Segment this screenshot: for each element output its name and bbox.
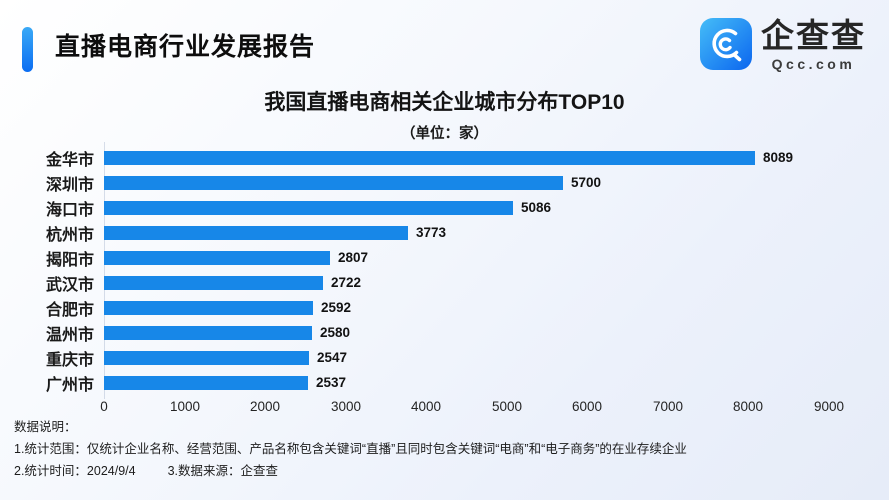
footnote-source: 3.数据来源：企查查 [167,464,279,479]
bar [104,325,312,340]
footnote-heading: 数据说明： [14,420,77,434]
x-axis-tick-label: 4000 [410,399,442,414]
x-axis-tick-label: 7000 [652,399,684,414]
bar [104,175,563,190]
bar-value-label: 2722 [331,275,362,290]
footnotes: 数据说明： 1.统计范围：仅统计企业名称、经营范围、产品名称包含关键词“直播”且… [14,420,687,487]
brand-domain: Qcc.com [771,56,856,73]
y-axis-line [104,142,105,399]
bar-row: 深圳市 5700 [8,170,868,195]
bar [104,350,309,365]
bar-value-label: 8089 [763,150,794,165]
title-accent-bar [22,27,33,72]
bar-row: 杭州市 3773 [8,220,868,245]
bar-row: 海口市 5086 [8,195,868,220]
footnote-date: 2.统计时间：2024/9/4 [14,464,136,479]
bar-row: 合肥市 2592 [8,295,868,320]
x-axis-tick-label: 0 [100,399,108,414]
bar-value-label: 2547 [317,350,348,365]
brand-name: 企查查 [761,17,866,54]
bar-row: 重庆市 2547 [8,345,868,370]
bar-value-label: 5086 [521,200,552,215]
bar [104,375,308,390]
bar-row-label: 广州市 [45,376,94,394]
bar [104,150,755,165]
bar-chart: 金华市 8089 深圳市 5700 海口市 5086 杭州市 3773 揭阳市 … [8,142,868,399]
bar-row: 武汉市 2722 [8,270,868,295]
bar-value-label: 3773 [416,225,447,240]
bar-track: 2807 [104,250,868,265]
bar-row-label: 合肥市 [45,301,94,319]
bar-row-label: 重庆市 [45,351,94,369]
bar-value-label: 5700 [571,175,602,190]
bar-row-label: 武汉市 [45,276,94,294]
bar-track: 2547 [104,350,868,365]
bar-track: 8089 [104,150,868,165]
bar [104,225,408,240]
bar [104,200,513,215]
x-axis-ticks: 0 1000 2000 3000 4000 5000 6000 7000 800… [100,399,845,417]
qcc-logo-text: 企查查 Qcc.com [761,17,866,73]
bar-row: 广州市 2537 [8,370,868,395]
page-title: 直播电商行业发展报告 [55,33,316,61]
bar-track: 2537 [104,375,868,390]
footnote-scope: 1.统计范围：仅统计企业名称、经营范围、产品名称包含关键词“直播”且同时包含关键… [14,442,687,457]
qcc-logo: 企查查 Qcc.com [700,17,866,73]
bar-row-label: 温州市 [45,326,94,344]
bar-value-label: 2580 [320,325,351,340]
bar-track: 5700 [104,175,868,190]
x-axis-tick-label: 3000 [330,399,362,414]
x-axis-tick-label: 1000 [169,399,201,414]
bar-row-label: 揭阳市 [45,251,94,269]
bar-value-label: 2592 [321,300,352,315]
x-axis-tick-label: 8000 [732,399,764,414]
bar-row: 温州市 2580 [8,320,868,345]
chart-title: 我国直播电商相关企业城市分布TOP10 [264,91,625,114]
bar-row-label: 杭州市 [45,226,94,244]
bar-track: 2722 [104,275,868,290]
qcc-logo-icon [700,18,752,70]
bar [104,250,330,265]
x-axis-tick-label: 6000 [571,399,603,414]
bar-track: 3773 [104,225,868,240]
bar-row-label: 海口市 [45,201,94,219]
bar-track: 5086 [104,200,868,215]
bar [104,275,323,290]
chart-header: 我国直播电商相关企业城市分布TOP10 （单位：家） [0,86,889,143]
bar-rows: 金华市 8089 深圳市 5700 海口市 5086 杭州市 3773 揭阳市 … [8,145,868,395]
x-axis-tick-label: 5000 [491,399,523,414]
x-axis-tick-label: 9000 [813,399,845,414]
bar [104,300,313,315]
bar-row: 金华市 8089 [8,145,868,170]
bar-track: 2580 [104,325,868,340]
bar-value-label: 2537 [316,375,347,390]
footnote-meta: 2.统计时间：2024/9/4 3.数据来源：企查查 [14,465,687,478]
bar-row: 揭阳市 2807 [8,245,868,270]
chart-subtitle: （单位：家） [401,126,488,142]
bar-row-label: 金华市 [45,151,94,169]
x-axis-tick-label: 2000 [249,399,281,414]
bar-row-label: 深圳市 [45,176,94,194]
bar-track: 2592 [104,300,868,315]
bar-value-label: 2807 [338,250,369,265]
